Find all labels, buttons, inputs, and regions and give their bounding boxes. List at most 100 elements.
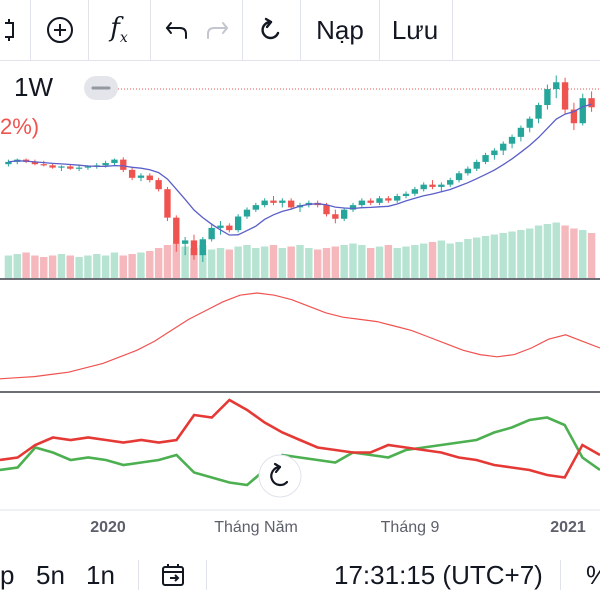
candle [270,196,277,206]
calendar-goto-icon [162,564,184,586]
range-button-partial[interactable]: p [0,559,15,590]
candle [40,160,47,167]
volume-bar [119,255,127,278]
volume-bar [22,252,30,278]
volume-bar [543,224,552,278]
candle [588,91,595,112]
indicators-button[interactable]: fx [89,0,149,60]
candle [464,166,472,176]
undo-button[interactable] [160,0,194,60]
candle [164,186,171,222]
moving-average-line [8,103,592,236]
candle [570,102,578,131]
goto-date-button[interactable] [160,550,188,600]
candle [535,102,542,124]
load-button[interactable]: Nạp [316,14,364,45]
candle [500,141,507,156]
partial-icon [5,19,14,41]
candle [208,223,215,242]
volume-bar [31,255,39,278]
percent-scale-button[interactable]: % [586,550,600,600]
candle [376,196,383,206]
reload-button[interactable] [243,0,299,60]
time-axis-label: 2021 [550,519,586,536]
volume-bar [154,248,163,278]
candle [128,167,136,181]
volume-bar [84,255,92,278]
plus-circle-icon [46,17,73,43]
volume-bar [526,228,534,278]
candle [252,202,260,212]
candle [438,182,445,192]
volume-bar [508,231,516,278]
volume-bar [207,249,216,278]
volume-bar [587,233,596,278]
candle [394,193,401,203]
candle [544,84,551,110]
volume-bar [464,239,472,278]
candle [173,215,180,252]
reset-chart-button[interactable] [258,454,302,498]
volume-bar [110,252,119,278]
chart-area[interactable]: 1W 2%) 2020 Tháng Năm Tháng 9 2021 [0,60,600,550]
volume-bar [101,255,110,278]
candle [526,116,533,133]
candle [261,198,268,208]
volume-bar [561,225,569,278]
volume-bar [499,233,507,278]
candle [226,223,233,233]
volume-bar [473,237,481,278]
oscillator-red-line [0,398,600,479]
volume-bar [190,248,198,278]
volume-bar [455,242,463,278]
candle [155,177,162,192]
candle [420,182,427,192]
volume-bar [296,245,304,278]
add-indicator-button[interactable] [31,0,88,60]
candle [332,209,339,224]
candle [411,186,419,197]
volume-bar [128,254,136,278]
redo-button[interactable] [200,0,234,60]
volume-bar [358,245,366,278]
change-percent-label: 2%) [0,114,39,139]
volume-bar [57,254,66,278]
reload-icon [261,17,280,40]
volume-bar [260,246,269,278]
volume-bar [66,255,74,278]
range-button-5d[interactable]: 5n [36,559,65,590]
volume-bar [402,246,410,278]
candle [5,159,12,167]
volume-bar [93,254,101,278]
volume-bar [375,246,384,278]
time-axis-label: Tháng Năm [214,519,298,536]
candle [146,173,153,183]
candle [217,221,224,235]
partial-toolbar-button[interactable] [0,0,30,60]
volume-bar [534,225,543,278]
timezone-clock[interactable]: 17:31:15 (UTC+7) [334,559,543,590]
save-button[interactable]: Lưu [391,14,439,45]
volume-bar [225,249,234,278]
candle [517,125,525,142]
candle [429,180,436,190]
candle [508,134,516,149]
volume-bar [269,245,278,278]
volume-bar [181,246,189,278]
volume-bar [481,236,490,278]
oscillator-line [0,292,600,380]
interval-label[interactable]: 1W [14,72,53,102]
volume-bar [331,246,340,278]
candle [181,236,189,256]
oscillator-green-line [0,416,600,487]
candle [199,236,206,262]
volume-bar [446,243,454,278]
volume-bar [4,255,13,278]
candle [234,214,242,233]
candle [287,198,295,210]
candle [579,93,586,126]
volume-bar [384,245,393,278]
volume-bar [579,230,587,278]
volume-bar [216,248,225,278]
range-button-1d[interactable]: 1n [86,559,115,590]
